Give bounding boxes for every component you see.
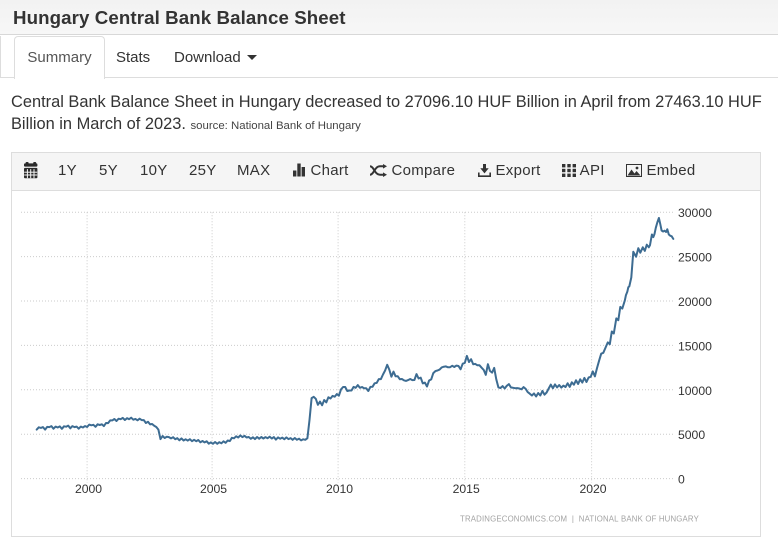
svg-text:2020: 2020 [579, 482, 606, 496]
svg-text:2015: 2015 [453, 482, 480, 496]
svg-text:2010: 2010 [326, 482, 353, 496]
svg-text:20000: 20000 [678, 295, 712, 309]
svg-text:5000: 5000 [678, 428, 705, 442]
svg-text:2000: 2000 [75, 482, 102, 496]
svg-text:10000: 10000 [678, 384, 712, 398]
svg-text:TRADINGECONOMICS.COM | NATIO: TRADINGECONOMICS.COM | NATIONAL BANK OF … [460, 514, 699, 524]
svg-text:15000: 15000 [678, 339, 712, 353]
svg-text:0: 0 [678, 473, 685, 487]
svg-text:25000: 25000 [678, 251, 712, 265]
svg-text:2005: 2005 [200, 482, 227, 496]
svg-text:30000: 30000 [678, 206, 712, 220]
